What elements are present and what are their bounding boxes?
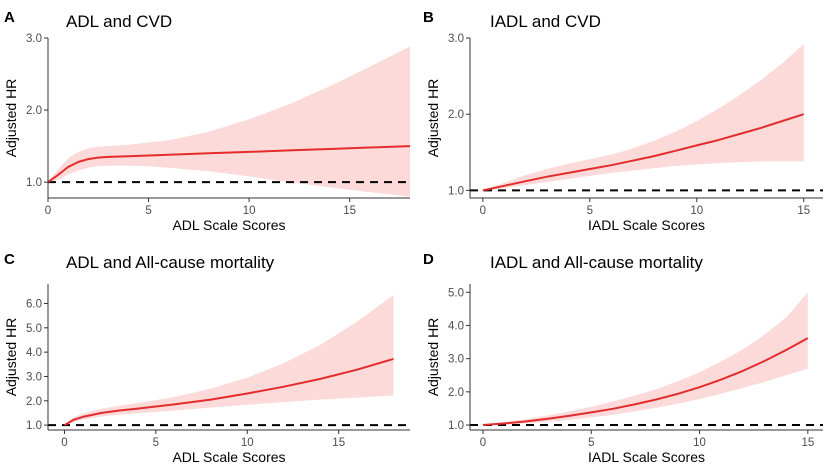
x-tick-label-b: 0 [480, 205, 486, 217]
panel-title-c: ADL and All-cause mortality [66, 253, 275, 272]
x-tick-label-d: 10 [693, 437, 706, 449]
panel-title-a: ADL and CVD [66, 12, 172, 31]
x-tick-label-d: 0 [480, 437, 486, 449]
x-axis-label-d: IADL Scale Scores [588, 449, 705, 465]
x-tick-label-c: 10 [241, 437, 254, 449]
x-tick-label-a: 10 [243, 205, 256, 217]
x-tick-label-d: 15 [801, 437, 814, 449]
x-tick-label-a: 0 [45, 205, 51, 217]
x-tick-label-b: 5 [587, 205, 593, 217]
x-tick-label-a: 5 [145, 205, 151, 217]
y-tick-label-c: 3.0 [26, 371, 42, 383]
hr-curve-b [482, 113, 805, 192]
y-tick-label-b: 1.0 [448, 185, 464, 197]
panel-c: 1.0 2.0 3.0 4.0 5.0 6.0 0 5 10 15 ADL Scale Scores… [3, 251, 410, 465]
panel-title-d: IADL and All-cause mortality [490, 253, 703, 272]
x-tick-label-c: 0 [61, 437, 67, 449]
x-tick-label-b: 15 [797, 205, 810, 217]
x-tick-label-b: 10 [690, 205, 703, 217]
panel-letter-d: D [423, 251, 434, 268]
y-axis-label-a: Adjusted HR [3, 79, 19, 158]
confidence-band-c [64, 295, 394, 426]
x-tick-label-c: 15 [332, 437, 345, 449]
panel-letter-a: A [4, 9, 15, 26]
y-tick-label-d: 4.0 [448, 320, 464, 332]
x-tick-label-a: 15 [343, 205, 356, 217]
confidence-band-d [483, 292, 808, 426]
x-tick-label-d: 5 [588, 437, 594, 449]
panel-a: 1.0 2.0 3.0 0 5 10 15 ADL Scale Scores Adjusted … [3, 9, 411, 233]
panel-b: 1.0 2.0 3.0 0 5 10 15 IADL Scale Scores Adjusted… [423, 9, 823, 233]
confidence-band-b [482, 44, 804, 192]
y-axis-label-b: Adjusted HR [425, 79, 441, 158]
x-axis-label-a: ADL Scale Scores [172, 217, 285, 233]
y-tick-label-b: 3.0 [448, 33, 464, 45]
panel-title-b: IADL and CVD [490, 12, 601, 31]
y-tick-label-c: 1.0 [26, 420, 42, 432]
panel-letter-b: B [423, 9, 434, 26]
panel-letter-c: C [4, 251, 15, 268]
y-tick-label-c: 5.0 [26, 323, 42, 335]
confidence-band-a [48, 46, 410, 197]
y-tick-label-c: 2.0 [26, 396, 42, 408]
x-axis-label-b: IADL Scale Scores [588, 217, 705, 233]
y-axis-label-c: Adjusted HR [3, 318, 19, 397]
y-tick-label-a: 1.0 [26, 177, 42, 189]
x-axis-label-c: ADL Scale Scores [172, 449, 285, 465]
y-tick-label-a: 2.0 [26, 105, 42, 117]
hr-curve-c [63, 357, 394, 426]
y-axis-label-d: Adjusted HR [425, 318, 441, 397]
y-tick-label-b: 2.0 [448, 109, 464, 121]
y-tick-label-d: 5.0 [448, 287, 464, 299]
hr-curve-d [482, 337, 809, 426]
y-tick-label-d: 3.0 [448, 354, 464, 366]
hr-curve-a [47, 145, 411, 183]
y-tick-label-a: 3.0 [26, 33, 42, 45]
x-tick-label-c: 5 [153, 437, 159, 449]
panel-d: 1.0 2.0 3.0 4.0 5.0 0 5 10 15 IADL Scale Scores Ad… [423, 251, 823, 465]
y-tick-label-c: 4.0 [26, 347, 42, 359]
y-tick-label-d: 1.0 [448, 420, 464, 432]
y-tick-label-c: 6.0 [26, 298, 42, 310]
y-tick-label-d: 2.0 [448, 387, 464, 399]
